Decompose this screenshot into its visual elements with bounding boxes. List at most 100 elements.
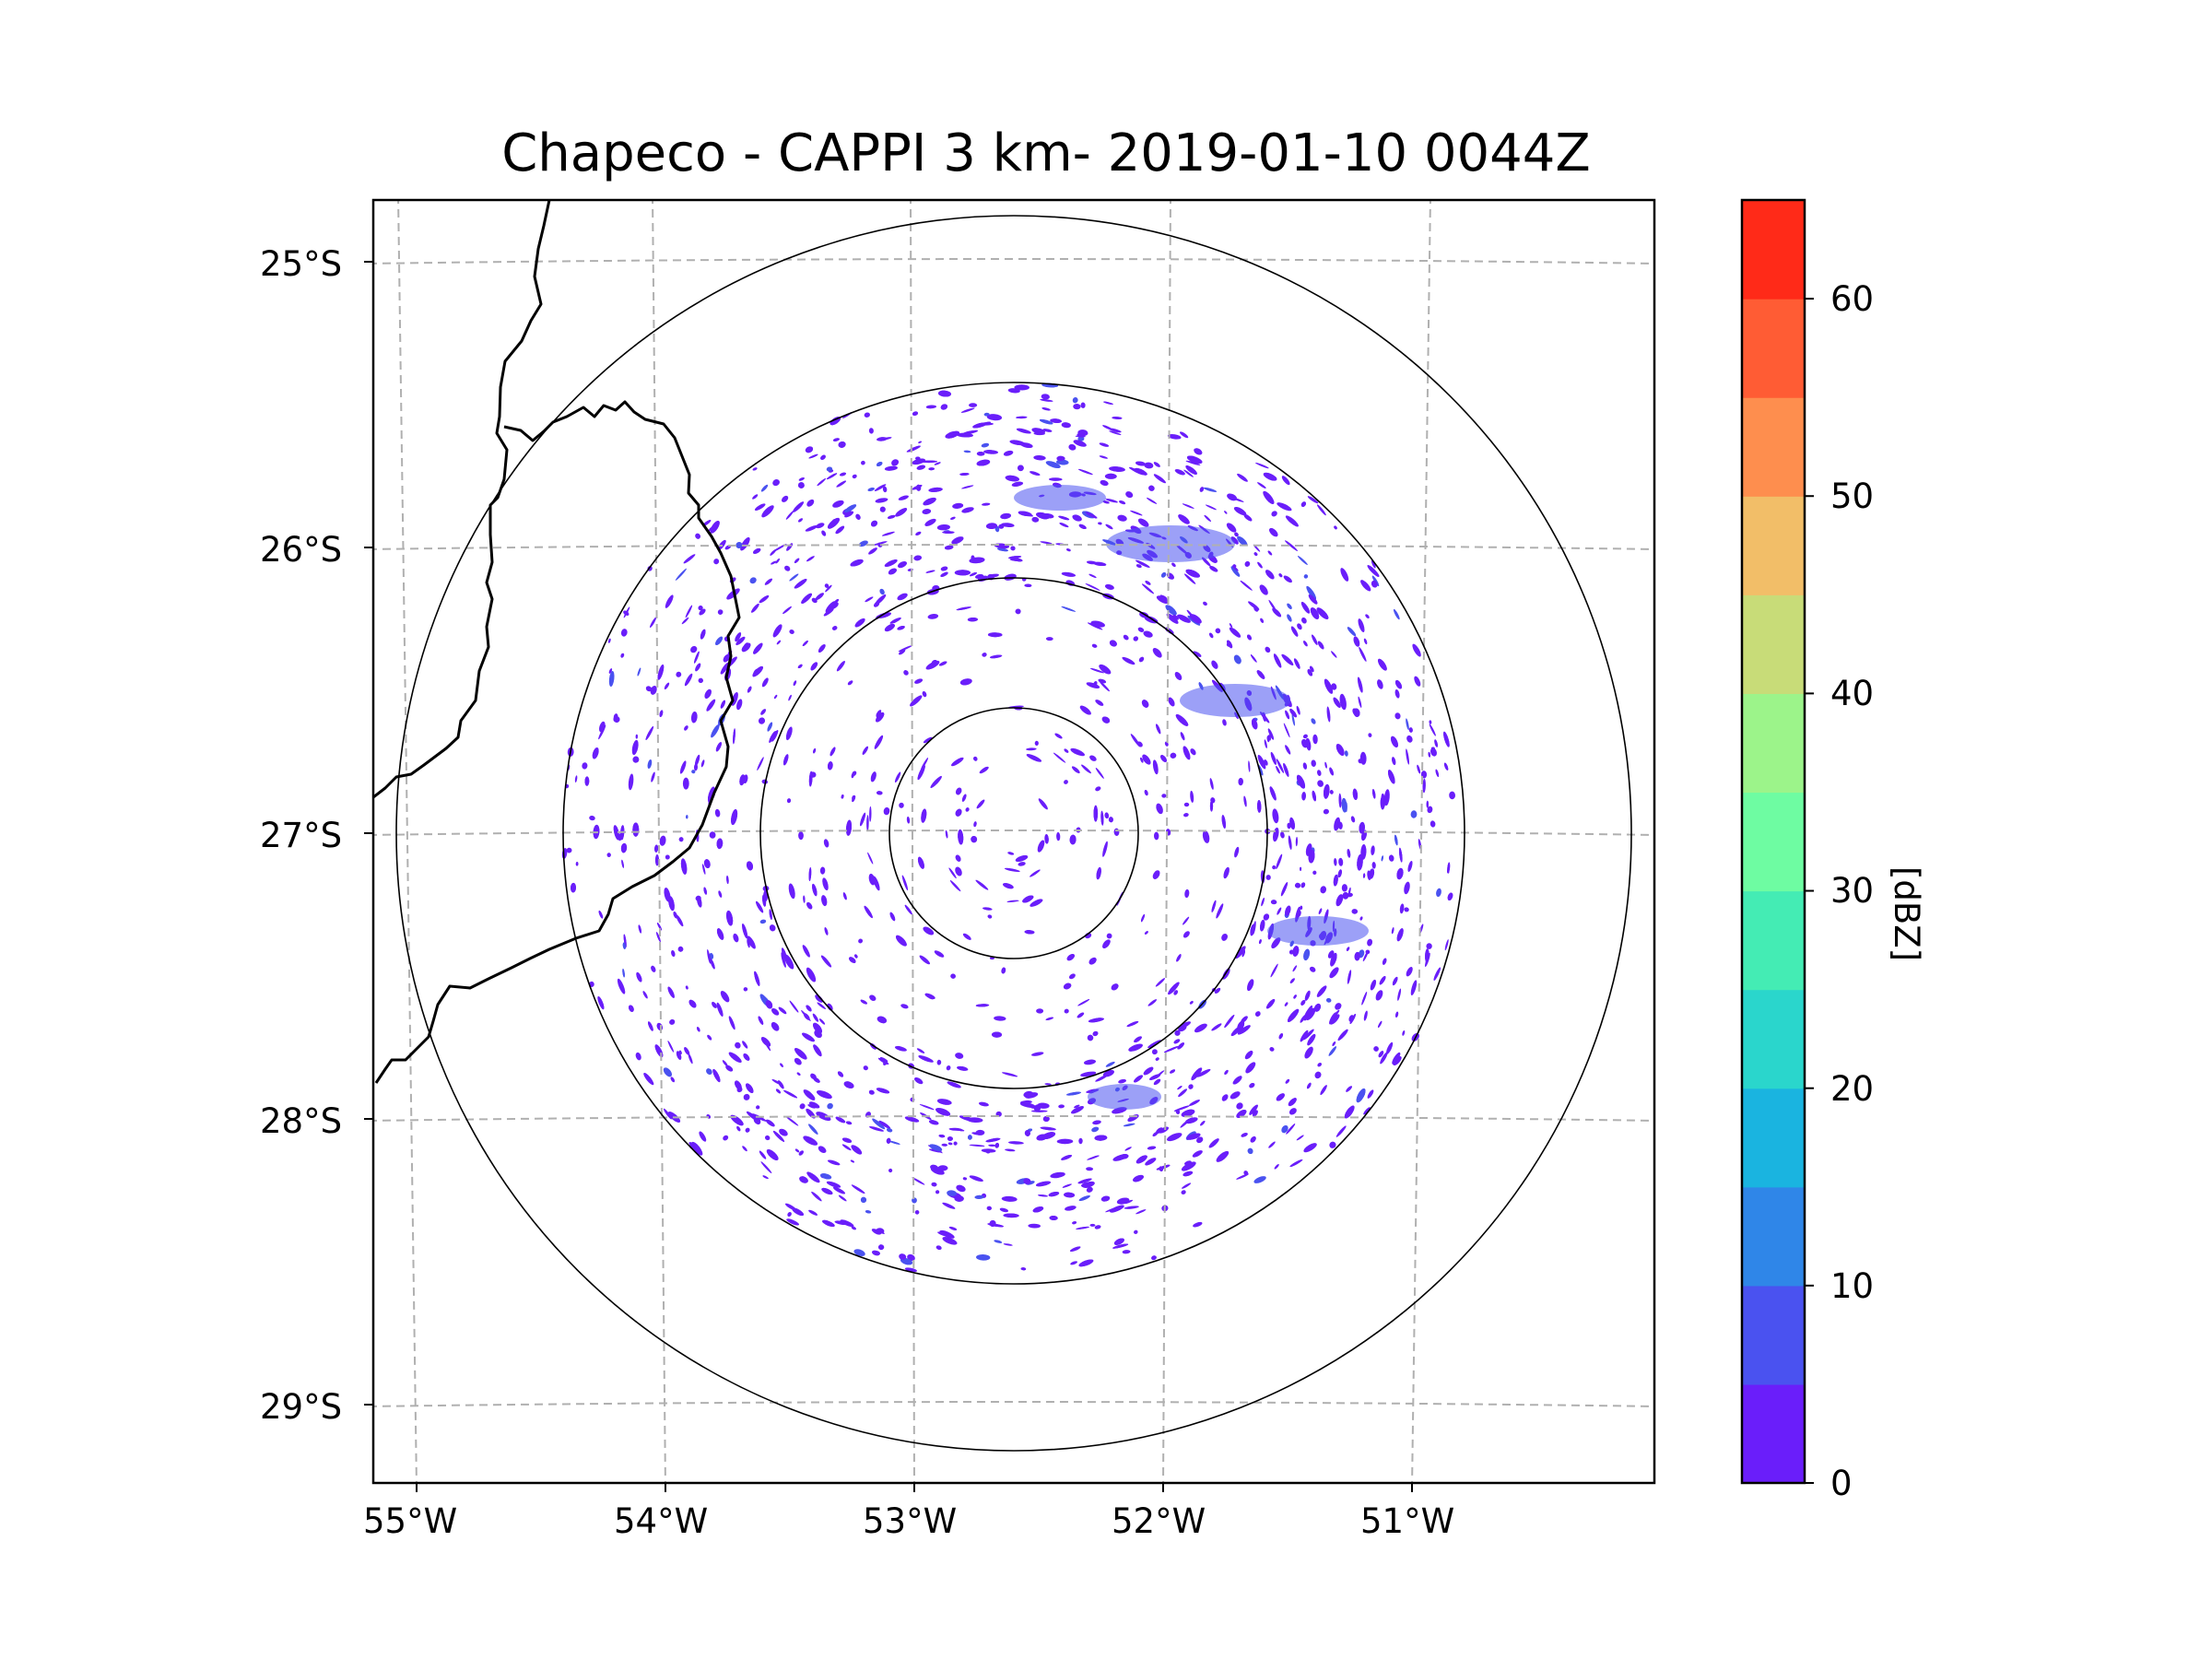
echo-cell	[1123, 634, 1129, 641]
echo-cell	[852, 771, 857, 777]
echo-cell	[914, 678, 924, 684]
echo-cell	[962, 933, 971, 940]
echo-cell	[1407, 861, 1413, 872]
echo-cell	[1306, 585, 1316, 600]
echo-cell	[1089, 667, 1104, 674]
echo-cell	[786, 798, 792, 804]
echo-cell	[745, 1127, 750, 1133]
lon-label-51w: 51°W	[1360, 1501, 1455, 1541]
echo-cell	[979, 766, 989, 774]
echo-cell	[806, 1092, 816, 1100]
echo-cell	[728, 1052, 742, 1064]
echo-cell	[716, 928, 724, 940]
echo-cell	[1406, 966, 1413, 977]
echo-cell	[1314, 1071, 1322, 1079]
echo-cell	[1092, 1030, 1099, 1037]
echo-cell	[1182, 1182, 1192, 1189]
echo-cell	[947, 1142, 953, 1146]
echo-cell	[1250, 654, 1257, 663]
echo-cell	[888, 1168, 893, 1173]
echo-cell	[808, 771, 813, 787]
echo-cell	[606, 853, 611, 857]
echo-cell	[1181, 1190, 1186, 1194]
echo-cell	[1289, 1159, 1303, 1168]
echo-cell	[1081, 764, 1091, 774]
echo-cell	[1296, 774, 1306, 789]
echo-cell	[1449, 791, 1456, 800]
echo-cell	[710, 521, 720, 534]
echo-cell	[918, 1055, 934, 1063]
echo-cell	[976, 459, 991, 466]
echo-cell	[712, 1068, 721, 1083]
echo-cell	[1135, 559, 1150, 568]
echo-cell	[813, 1077, 820, 1083]
echo-cell	[1204, 514, 1211, 522]
echo-cell	[798, 477, 805, 481]
echo-cell	[799, 1103, 806, 1110]
echo-cell	[1277, 907, 1282, 915]
echo-cell	[1316, 985, 1327, 997]
echo-cell	[654, 1044, 664, 1058]
border-line-2	[374, 400, 741, 1084]
echo-cell	[928, 1120, 939, 1125]
echo-cell	[860, 999, 868, 1005]
echo-cell	[632, 822, 640, 837]
echo-cell	[570, 882, 577, 893]
colorbar-segment-10	[1742, 397, 1805, 497]
echo-cell	[740, 536, 750, 551]
echo-cell	[1135, 1155, 1147, 1164]
echo-cell	[1070, 1246, 1081, 1252]
echo-cell	[1280, 882, 1288, 897]
echo-cell	[1087, 622, 1103, 630]
lat-label-25s: 25°S	[260, 244, 343, 284]
echo-cell	[1009, 440, 1026, 446]
echo-cell	[1333, 874, 1338, 887]
echo-cell	[1303, 641, 1308, 647]
echo-cell	[874, 1229, 885, 1234]
echo-cell	[808, 867, 812, 881]
echo-cell	[759, 919, 767, 924]
echo-cell	[747, 938, 750, 948]
echo-cell	[1174, 1030, 1181, 1036]
echo-cell	[1337, 1029, 1348, 1041]
echo-cell	[840, 1219, 854, 1228]
echo-cell	[1095, 700, 1104, 706]
echo-cell	[1428, 751, 1431, 758]
echo-cell	[1393, 1055, 1402, 1066]
echo-cell	[986, 1206, 992, 1211]
echo-cell	[971, 555, 975, 561]
echo-cell	[810, 662, 818, 671]
echo-cell	[1273, 653, 1282, 668]
echo-cell	[688, 999, 697, 1008]
echo-cell	[916, 465, 926, 470]
echo-cell	[1318, 908, 1323, 915]
echo-cell	[789, 1000, 799, 1013]
echo-cell	[735, 1080, 742, 1090]
echo-cell	[939, 1230, 955, 1239]
echo-cell	[844, 504, 857, 513]
echo-cell	[1036, 1008, 1044, 1014]
echo-cell	[1058, 1104, 1065, 1109]
echo-cell	[1216, 1150, 1230, 1162]
echo-cell	[867, 488, 875, 491]
echo-cell	[690, 645, 698, 653]
echo-cell	[1143, 1066, 1154, 1076]
echo-cell	[879, 588, 885, 595]
echo-cell	[1426, 943, 1432, 949]
echo-cell	[1236, 1173, 1249, 1180]
echo-cell	[1357, 677, 1363, 693]
echo-cell	[794, 1148, 800, 1153]
echo-cell	[1235, 946, 1246, 959]
colorbar-segment-2	[1742, 1186, 1805, 1287]
echo-cell	[1286, 1124, 1296, 1135]
echo-cell	[1045, 461, 1061, 469]
echo-cell	[864, 905, 873, 919]
echo-cell	[1153, 1078, 1161, 1086]
echo-cell	[645, 686, 653, 692]
echo-cell	[665, 854, 670, 860]
echo-cell	[982, 502, 991, 506]
echo-cell	[1061, 571, 1077, 577]
echo-cell	[700, 629, 706, 640]
echo-cell	[1263, 913, 1270, 921]
echo-cell	[1234, 532, 1239, 537]
